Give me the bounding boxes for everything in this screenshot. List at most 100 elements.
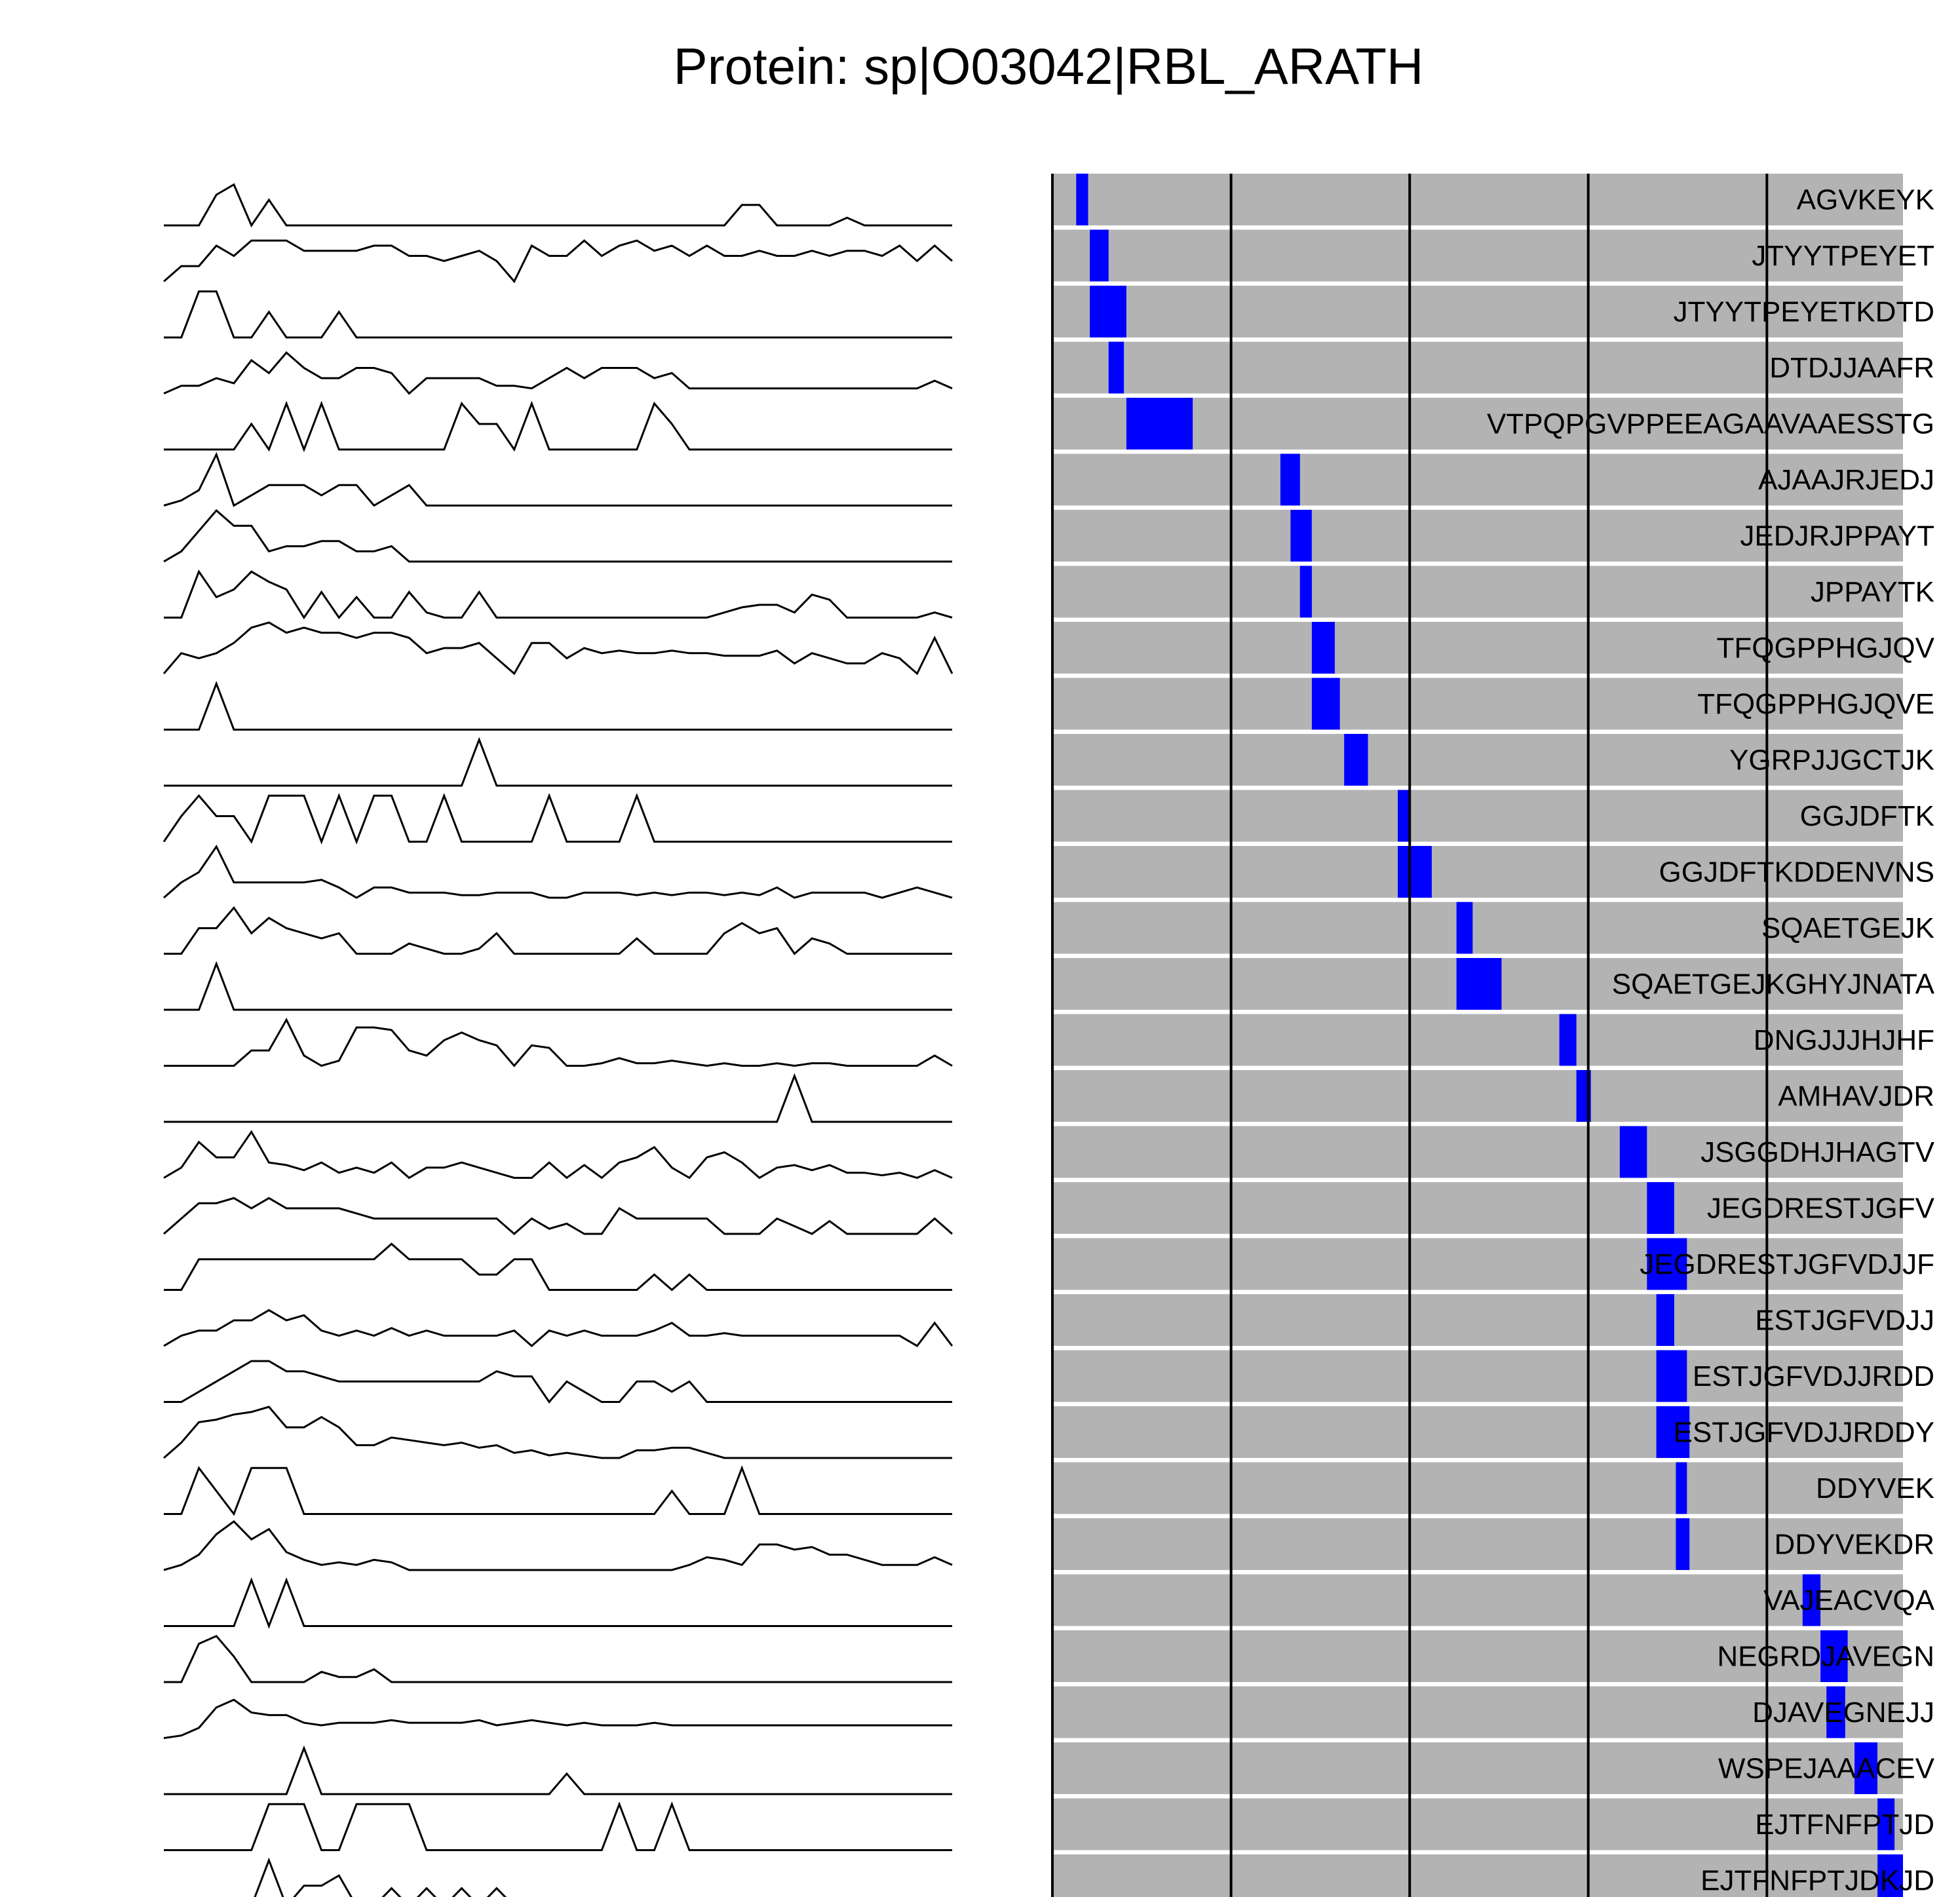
coverage-bar — [1647, 1182, 1674, 1234]
coverage-bar — [1311, 622, 1335, 674]
coverage-bar — [1090, 229, 1109, 282]
lane-separator — [1052, 1178, 1903, 1182]
coverage-bar — [1456, 958, 1502, 1010]
coverage-lane — [1052, 1798, 1903, 1850]
peptide-profile-line — [254, 1857, 507, 1897]
peptide-label: DJAVEGNEJJ — [1752, 1696, 1934, 1729]
peptide-profile-line — [164, 1634, 952, 1683]
peptide-label: JSGGDHJHAGTV — [1701, 1136, 1935, 1168]
peptide-label: AJAAJRJEDJ — [1758, 464, 1934, 496]
coverage-lane — [1052, 1294, 1903, 1346]
peptide-label: VAJEACVQA — [1763, 1584, 1934, 1617]
peptide-profile-line — [164, 1801, 952, 1851]
lane-separator — [1052, 1570, 1903, 1575]
peptide-label: GGJDFTKDDENVNS — [1659, 856, 1934, 889]
lane-separator — [1052, 841, 1903, 846]
peptide-profile-line — [164, 290, 952, 339]
lane-separator — [1052, 1738, 1903, 1742]
peptide-label: ESTJGFVDJJRDD — [1693, 1360, 1934, 1392]
profile-panel — [163, 183, 953, 1897]
coverage-bar — [1676, 1462, 1687, 1514]
coverage-bar — [1656, 1406, 1690, 1458]
lane-separator — [1052, 953, 1903, 958]
coverage-lane — [1052, 341, 1903, 394]
lane-separator — [1052, 674, 1903, 678]
peptide-label: EJTFNFPTJD — [1755, 1809, 1934, 1841]
lane-separator — [1052, 786, 1903, 790]
coverage-lane — [1052, 510, 1903, 562]
coverage-panel: AGVKEYK JTYYTPEYET JTYYTPEYETKDTD DTDJJAAFR… — [1051, 174, 1935, 1897]
peptide-label: EJTFNFPTJDKJD — [1701, 1865, 1934, 1897]
coverage-bar — [1619, 1126, 1647, 1178]
lane-separator — [1052, 1122, 1903, 1126]
peptide-profile-line — [164, 400, 952, 453]
peptide-profile-line — [163, 1520, 953, 1571]
peptide-label: VTPQPGVPPEEAGAAVAAESSTG — [1487, 408, 1934, 440]
peptide-label: TFQGPPHGJQVE — [1697, 688, 1934, 720]
peptide-profile-line — [164, 961, 952, 1011]
lane-separator — [1052, 1514, 1903, 1518]
coverage-lane — [1052, 1742, 1903, 1794]
peptide-profile-line — [164, 183, 952, 228]
coverage-lane — [1052, 565, 1903, 618]
lane-separator — [1052, 729, 1903, 734]
peptide-label: ESTJGFVDJJ — [1755, 1305, 1934, 1337]
coverage-lane — [1052, 902, 1903, 954]
peptide-profile-line — [163, 508, 952, 563]
peptide-profile-line — [164, 1018, 953, 1067]
lane-separator — [1052, 1010, 1903, 1014]
coverage-lane — [1052, 1126, 1903, 1178]
coverage-lane — [1052, 1238, 1903, 1290]
peptide-label: NEGRDJAVEGN — [1717, 1641, 1934, 1673]
lane-separator — [1052, 1458, 1903, 1463]
peptide-label: GGJDFTK — [1800, 800, 1934, 832]
coverage-lane — [1052, 734, 1903, 786]
coverage-bar — [1398, 846, 1432, 898]
coverage-lane — [1052, 1518, 1903, 1570]
peptide-profile-line — [164, 1360, 952, 1404]
peptide-profile-line — [163, 1406, 952, 1459]
coverage-bar — [1854, 1742, 1877, 1794]
peptide-label: JPPAYTK — [1811, 576, 1934, 608]
peptide-label: AGVKEYK — [1797, 184, 1934, 216]
peptide-profile-line — [164, 1242, 952, 1292]
coverage-bar — [1676, 1518, 1690, 1570]
coverage-bar — [1311, 678, 1340, 730]
coverage-bar — [1090, 286, 1126, 337]
peptide-label: YGRPJJGCTJK — [1729, 744, 1934, 776]
lane-separator — [1052, 562, 1903, 566]
lane-separator — [1052, 1402, 1903, 1406]
coverage-lane — [1052, 1686, 1903, 1738]
coverage-bar — [1290, 510, 1312, 562]
coverage-lane — [1052, 1574, 1903, 1626]
coverage-bar — [1280, 453, 1300, 506]
coverage-lane — [1052, 286, 1903, 337]
lane-separator — [1052, 450, 1903, 454]
peptide-label: SQAETGEJKGHYJNATA — [1612, 968, 1935, 1001]
coverage-lane — [1052, 622, 1903, 674]
coverage-lane — [1052, 174, 1903, 225]
coverage-lane — [1052, 1630, 1903, 1682]
peptide-label: DDYVEK — [1816, 1472, 1934, 1504]
peptide-label: TFQGPPHGJQV — [1717, 632, 1935, 664]
coverage-bar — [1559, 1014, 1577, 1066]
coverage-bar — [1820, 1630, 1848, 1682]
coverage-lane — [1052, 1182, 1903, 1234]
coverage-lane — [1052, 1014, 1903, 1066]
peptide-profile-line — [164, 1465, 952, 1516]
coverage-bar — [1456, 902, 1473, 954]
peptide-label: JTYYTPEYET — [1752, 240, 1934, 272]
lane-separator — [1052, 225, 1903, 230]
peptide-label: WSPEJAAACEV — [1718, 1753, 1935, 1785]
lane-separator — [1052, 1626, 1903, 1630]
coverage-lane — [1052, 1406, 1903, 1458]
peptide-profile-line — [164, 737, 952, 787]
lane-separator — [1052, 1290, 1903, 1294]
peptide-profile-line — [163, 793, 952, 845]
peptide-label: ESTJGFVDJJRDDY — [1674, 1417, 1934, 1449]
coverage-bar — [1647, 1238, 1687, 1290]
coverage-lane — [1052, 453, 1903, 506]
coverage-lane — [1052, 846, 1903, 898]
peptide-profile-line — [163, 621, 953, 676]
